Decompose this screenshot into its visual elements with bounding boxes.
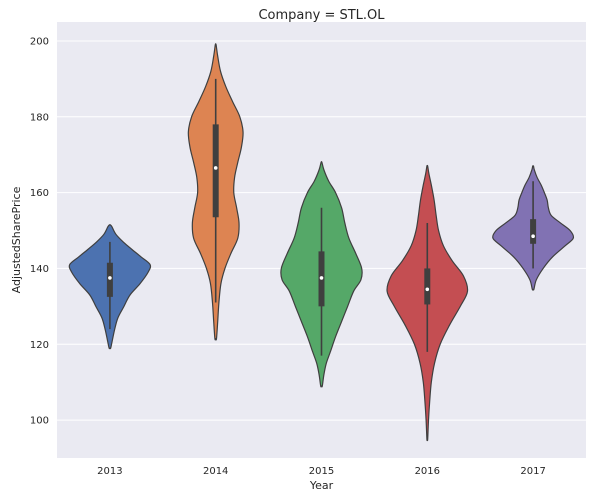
violin-2013 [68,224,152,350]
chart-title: Company = STL.OL [258,8,385,23]
violin-2017 [492,165,575,291]
violin-iqr-box [530,219,537,244]
violin-median-dot [108,276,112,280]
violin-median-dot [531,234,535,239]
violin-median-dot [213,166,218,170]
x-tick-label: 2015 [309,466,334,477]
x-tick-label: 2014 [203,466,228,477]
violin-2016 [386,164,469,442]
violins [68,43,575,442]
y-tick-label: 140 [30,264,49,275]
violin-iqr-box [212,124,219,218]
y-axis-label: AdjustedSharePrice [10,186,23,293]
x-tick-label: 2013 [97,466,122,477]
y-tick-label: 180 [30,112,49,123]
x-axis-label: Year [309,479,334,492]
x-tick-labels: 2013 2014 2015 2016 2017 [97,466,546,477]
violin-2014 [187,43,244,341]
violin-median-dot [319,276,324,280]
y-tick-labels: 100 120 140 160 180 200 [30,36,49,426]
x-tick-label: 2016 [415,466,440,477]
violin-median-dot [425,287,430,292]
x-tick-label: 2017 [520,466,545,477]
violin-iqr-box [424,268,431,305]
y-tick-label: 200 [30,36,49,47]
violin-iqr-box [106,262,113,297]
y-tick-label: 120 [30,340,49,351]
y-tick-label: 160 [30,188,49,199]
y-tick-label: 100 [30,416,49,427]
violin-2015 [280,161,363,388]
